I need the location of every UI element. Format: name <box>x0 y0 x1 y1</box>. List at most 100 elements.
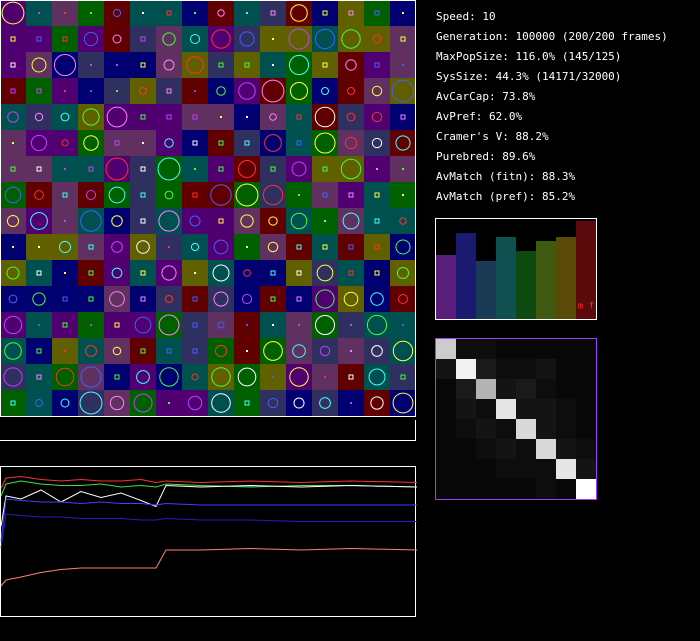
cell <box>104 234 130 260</box>
individual <box>392 392 414 414</box>
matrix-cell <box>576 479 596 499</box>
cell <box>364 390 390 416</box>
cell <box>338 208 364 234</box>
cell <box>312 26 338 52</box>
matrix-cell <box>436 439 456 459</box>
cell <box>286 338 312 364</box>
matrix-cell <box>556 399 576 419</box>
cell <box>390 286 416 312</box>
cell <box>104 338 130 364</box>
individual <box>218 218 224 224</box>
individual <box>142 142 144 144</box>
cell <box>312 182 338 208</box>
individual <box>235 183 259 207</box>
cell <box>182 26 208 52</box>
individual <box>210 184 232 206</box>
cell <box>26 208 52 234</box>
individual <box>109 291 125 307</box>
cell <box>312 260 338 286</box>
individual <box>211 393 231 413</box>
individual <box>292 344 306 358</box>
matrix-cell <box>456 339 476 359</box>
individual <box>140 62 146 68</box>
cell <box>130 78 156 104</box>
stat-line: AvCarCap: 73.8% <box>436 90 536 103</box>
cell <box>390 338 416 364</box>
cell <box>156 364 182 390</box>
cell <box>312 130 338 156</box>
cell <box>0 52 26 78</box>
cell <box>78 156 104 182</box>
matrix-cell <box>576 399 596 419</box>
individual <box>116 90 118 92</box>
cell <box>312 234 338 260</box>
matrix-cell <box>576 419 596 439</box>
cell <box>286 364 312 390</box>
individual <box>79 391 103 415</box>
individual <box>392 340 414 362</box>
individual <box>140 348 146 354</box>
individual <box>322 192 328 198</box>
cell <box>130 234 156 260</box>
individual <box>140 36 146 42</box>
cell <box>78 130 104 156</box>
individual <box>168 246 170 248</box>
cell <box>234 130 260 156</box>
individual <box>3 315 23 335</box>
individual <box>344 136 358 150</box>
cell <box>286 26 312 52</box>
matrix-cell <box>516 479 536 499</box>
cell <box>78 260 104 286</box>
cell <box>260 0 286 26</box>
cell <box>364 338 390 364</box>
matrix-cell <box>516 459 536 479</box>
individual <box>191 373 199 381</box>
individual <box>6 214 20 228</box>
individual <box>163 59 175 71</box>
cell <box>156 312 182 338</box>
individual <box>319 345 331 357</box>
stat-line: Speed: 10 <box>436 10 496 23</box>
cell <box>156 286 182 312</box>
individual <box>90 324 92 326</box>
cell <box>234 286 260 312</box>
individual <box>112 346 122 356</box>
cell <box>312 0 338 26</box>
individual <box>348 270 354 276</box>
individual <box>10 36 16 42</box>
individual <box>64 220 66 222</box>
individual <box>111 267 123 279</box>
individual <box>371 345 383 357</box>
matrix-cell <box>536 439 556 459</box>
individual <box>133 393 153 413</box>
cell <box>156 104 182 130</box>
individual <box>246 12 248 14</box>
cell <box>286 104 312 130</box>
cell <box>312 52 338 78</box>
individual <box>366 314 388 336</box>
individual <box>88 270 94 276</box>
individual <box>296 140 302 146</box>
individual <box>272 376 274 378</box>
cell <box>78 390 104 416</box>
cell <box>312 390 338 416</box>
cell <box>364 260 390 286</box>
individual <box>314 132 336 154</box>
history-frame <box>0 466 416 617</box>
individual <box>340 158 362 180</box>
individual <box>80 366 102 388</box>
individual <box>400 114 406 120</box>
stat-line: MaxPopSize: 116.0% (145/125) <box>436 50 621 63</box>
matrix-cell <box>496 439 516 459</box>
matrix-cell <box>536 339 556 359</box>
individual <box>262 184 284 206</box>
cell <box>312 156 338 182</box>
matrix-cell <box>436 339 456 359</box>
cell <box>234 26 260 52</box>
individual <box>314 28 336 50</box>
bar <box>436 255 456 319</box>
matrix-cell <box>556 479 576 499</box>
cell <box>208 234 234 260</box>
history-line <box>0 498 417 542</box>
individual <box>192 348 198 354</box>
